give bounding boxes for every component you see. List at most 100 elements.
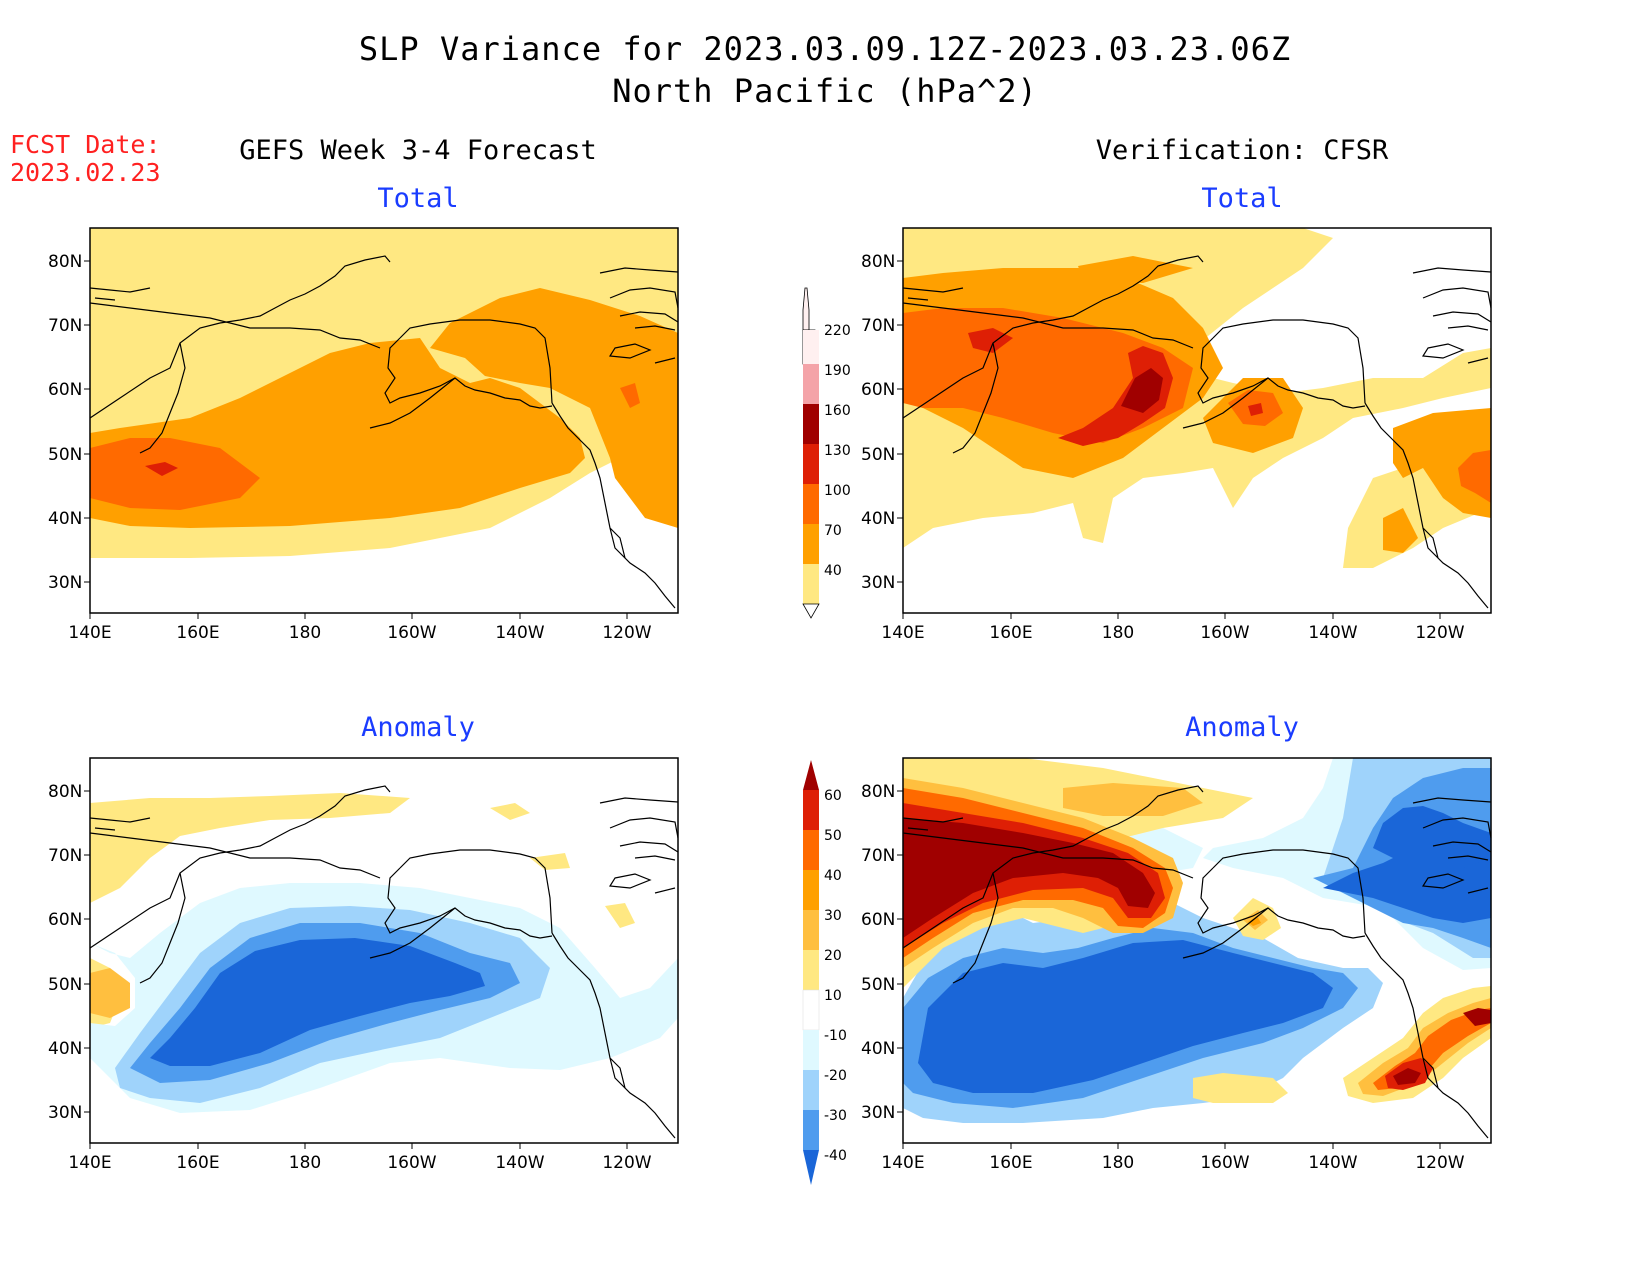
- lat-tick: 50N: [861, 445, 895, 465]
- gefs-total-plot-area: [89, 227, 679, 614]
- lat-tick: 50N: [861, 975, 895, 995]
- colorbar-swatch: [802, 989, 820, 1031]
- lon-tick: 160E: [989, 623, 1032, 643]
- lat-tick: 40N: [48, 1039, 82, 1059]
- lat-tick: 60N: [861, 380, 895, 400]
- lon-tick: 120W: [602, 623, 651, 643]
- cfsr-total-lon-axis: 140E 160E 180 160W 140W 120W: [881, 613, 1465, 643]
- colorbar-label: -30: [824, 1108, 847, 1124]
- lon-tick: 160W: [387, 623, 436, 643]
- lat-tick: 80N: [861, 782, 895, 802]
- lat-tick: 30N: [48, 1103, 82, 1123]
- anomaly-colorbar: 60 50 40 30 20 10 -10 -20 -30 -40: [802, 760, 847, 1185]
- lat-tick: 60N: [861, 910, 895, 930]
- lat-tick: 70N: [48, 316, 82, 336]
- gefs-total-map: 80N 70N 60N 50N 40N 30N 140E 160E 180 16…: [48, 227, 679, 643]
- lon-tick: 180: [289, 1153, 321, 1173]
- lon-tick: 140W: [495, 623, 544, 643]
- gefs-total-subtitle: Total: [377, 183, 459, 214]
- colorbar-swatch: [803, 870, 819, 910]
- fcst-date: 2023.02.23: [10, 158, 161, 187]
- colorbar-label: 70: [824, 523, 842, 539]
- colorbar-swatch: [803, 564, 819, 604]
- colorbar-swatch: [803, 524, 819, 564]
- colorbar-label: 220: [824, 323, 851, 339]
- cfsr-column-title: Verification: CFSR: [1095, 135, 1389, 166]
- colorbar-label: 20: [824, 948, 842, 964]
- gefs-total-lon-axis: 140E 160E 180 160W 140W 120W: [68, 613, 652, 643]
- cfsr-total-map: 80N 70N 60N 50N 40N 30N 140E 160E 180 16…: [861, 227, 1492, 643]
- cfsr-total-plot-area: [902, 227, 1492, 614]
- lat-tick: 40N: [861, 509, 895, 529]
- colorbar-label: 100: [824, 483, 851, 499]
- main-subtitle: North Pacific (hPa^2): [612, 72, 1038, 110]
- colorbar-label: 130: [824, 443, 851, 459]
- colorbar-label: 190: [824, 363, 851, 379]
- gefs-anomaly-lat-axis: 80N 70N 60N 50N 40N 30N: [48, 782, 90, 1123]
- gefs-anomaly-subtitle: Anomaly: [361, 712, 475, 743]
- gefs-total-lat-axis: 80N 70N 60N 50N 40N 30N: [48, 252, 90, 593]
- lat-tick: 70N: [861, 316, 895, 336]
- lat-tick: 60N: [48, 910, 82, 930]
- lat-tick: 30N: [861, 1103, 895, 1123]
- colorbar-label: 60: [824, 788, 842, 804]
- lon-tick: 180: [289, 623, 321, 643]
- colorbar-top-arrow: [803, 760, 819, 790]
- cfsr-anomaly-lon-axis: 140E 160E 180 160W 140W 120W: [881, 1143, 1465, 1173]
- colorbar-top-arrow: [802, 287, 810, 331]
- colorbar-label: 40: [824, 563, 842, 579]
- colorbar-swatch: [803, 830, 819, 870]
- lon-tick: 140E: [881, 1153, 924, 1173]
- main-title: SLP Variance for 2023.03.09.12Z-2023.03.…: [358, 30, 1292, 68]
- lat-tick: 60N: [48, 380, 82, 400]
- colorbar-swatch: [803, 790, 819, 830]
- colorbar-label: -40: [824, 1148, 847, 1164]
- gefs-anomaly-plot-area: [89, 757, 679, 1144]
- lon-tick: 140E: [881, 623, 924, 643]
- lon-tick: 180: [1102, 623, 1134, 643]
- colorbar-label: -10: [824, 1028, 847, 1044]
- lat-tick: 80N: [861, 252, 895, 272]
- lon-tick: 160E: [989, 1153, 1032, 1173]
- colorbar-label: 160: [824, 403, 851, 419]
- lon-tick: 120W: [1415, 623, 1464, 643]
- lon-tick: 140W: [1308, 1153, 1357, 1173]
- lat-tick: 70N: [48, 846, 82, 866]
- cfsr-total-subtitle: Total: [1201, 183, 1283, 214]
- fcst-label: FCST Date:: [10, 130, 161, 159]
- lon-tick: 120W: [1415, 1153, 1464, 1173]
- colorbar-swatch: [803, 484, 819, 524]
- lat-tick: 70N: [861, 846, 895, 866]
- colorbar-label: 30: [824, 908, 842, 924]
- colorbar-swatch: [803, 950, 819, 990]
- lon-tick: 140E: [68, 623, 111, 643]
- gefs-column-title: GEFS Week 3-4 Forecast: [239, 135, 597, 166]
- lat-tick: 50N: [48, 445, 82, 465]
- cfsr-anomaly-map: 80N 70N 60N 50N 40N 30N 140E 160E 180 16…: [861, 757, 1492, 1173]
- lat-tick: 30N: [861, 573, 895, 593]
- lat-tick: 50N: [48, 975, 82, 995]
- lat-tick: 40N: [861, 1039, 895, 1059]
- lon-tick: 160E: [176, 1153, 219, 1173]
- lon-tick: 160W: [1200, 623, 1249, 643]
- lon-tick: 160E: [176, 623, 219, 643]
- colorbar-swatch: [803, 910, 819, 950]
- lon-tick: 140W: [1308, 623, 1357, 643]
- lon-tick: 140E: [68, 1153, 111, 1173]
- colorbar-swatch: [803, 364, 819, 404]
- colorbar-label: -20: [824, 1068, 847, 1084]
- cfsr-anomaly-plot-area: [902, 757, 1492, 1144]
- colorbar-swatch: [803, 1110, 819, 1150]
- colorbar-label: 50: [824, 828, 842, 844]
- lon-tick: 160W: [387, 1153, 436, 1173]
- cfsr-anomaly-subtitle: Anomaly: [1185, 712, 1299, 743]
- lon-tick: 160W: [1200, 1153, 1249, 1173]
- colorbar-label: 40: [824, 868, 842, 884]
- lat-tick: 30N: [48, 573, 82, 593]
- colorbar-label: 10: [824, 988, 842, 1004]
- colorbar-bottom-arrow: [803, 1150, 819, 1185]
- cfsr-anomaly-lat-axis: 80N 70N 60N 50N 40N 30N: [861, 782, 903, 1123]
- lon-tick: 140W: [495, 1153, 544, 1173]
- lat-tick: 80N: [48, 252, 82, 272]
- colorbar-bottom-arrow: [802, 603, 820, 619]
